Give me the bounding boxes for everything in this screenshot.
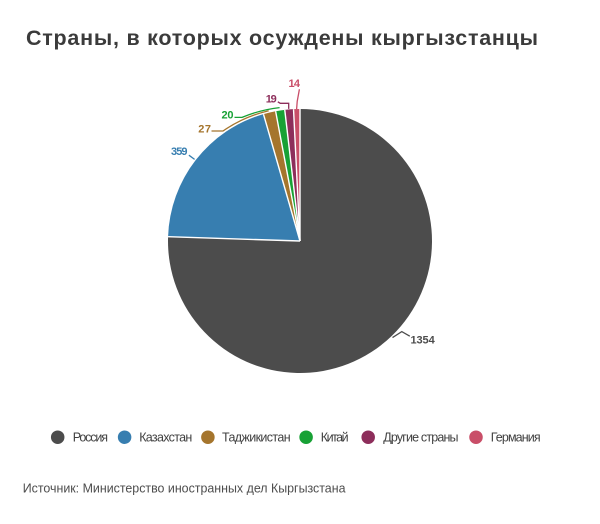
svg-text:Источник: Министерство иностра: Источник: Министерство иностранных дел К… — [23, 481, 346, 495]
svg-text:Китай: Китай — [321, 431, 349, 445]
svg-text:14: 14 — [289, 78, 301, 90]
svg-text:1354: 1354 — [411, 335, 436, 347]
svg-text:19: 19 — [266, 94, 277, 106]
svg-text:27: 27 — [198, 124, 211, 136]
svg-text:Россия: Россия — [73, 431, 108, 445]
svg-text:Казахстан: Казахстан — [139, 431, 192, 445]
svg-text:359: 359 — [171, 146, 188, 158]
svg-text:Страны, в которых осуждены кыр: Страны, в которых осуждены кыргызстанцы — [26, 26, 538, 50]
svg-text:Другие страны: Другие страны — [383, 431, 458, 445]
svg-text:20: 20 — [222, 109, 234, 121]
svg-text:Германия: Германия — [491, 431, 541, 445]
svg-text:Таджикистан: Таджикистан — [222, 431, 291, 445]
